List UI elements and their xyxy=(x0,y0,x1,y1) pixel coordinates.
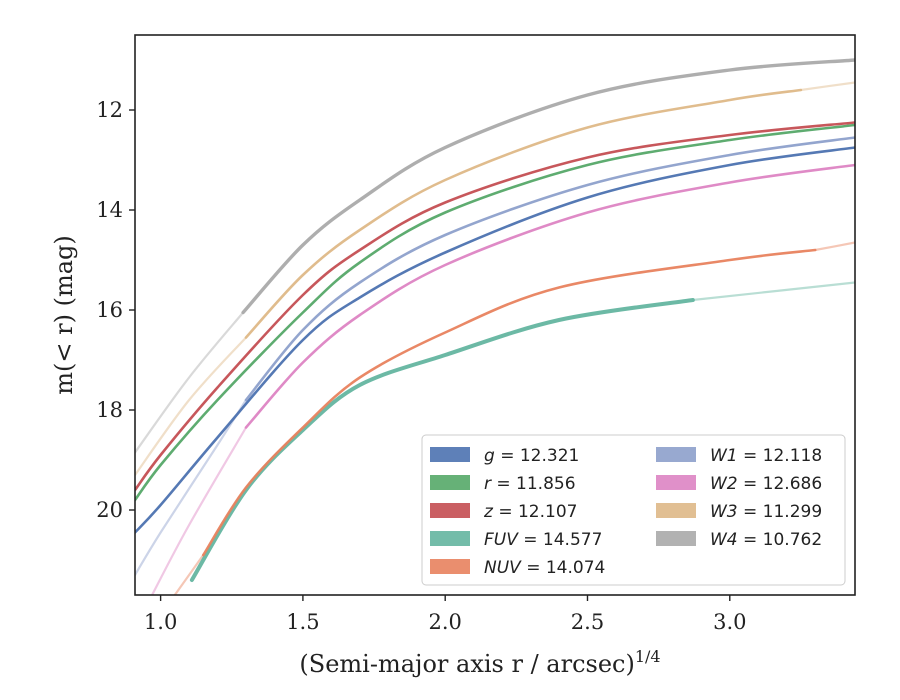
series-nuv-faint-line-1 xyxy=(814,241,855,252)
series-g-line xyxy=(135,146,855,534)
legend-swatch-nuv xyxy=(430,559,470,574)
series-w2-line xyxy=(244,163,855,429)
series-z-line xyxy=(135,121,855,492)
x-tick-label-2: 2.0 xyxy=(428,610,461,634)
x-axis: 1.0 1.5 2.0 2.5 3.0 xyxy=(144,595,746,634)
x-tick-label-4: 3.0 xyxy=(713,610,746,634)
legend-label-fuv: FUV = 14.577 xyxy=(484,530,602,550)
series-fuv-line xyxy=(189,298,695,582)
legend-swatch-z xyxy=(430,503,470,518)
y-axis: 12 14 16 18 20 xyxy=(96,98,135,522)
x-axis-label-exponent: 1/4 xyxy=(635,647,661,666)
y-tick-label-3: 18 xyxy=(96,398,123,422)
legend-label-w1: W1 = 12.118 xyxy=(710,446,822,466)
x-axis-label-text: (Semi-major axis r / arcsec) xyxy=(299,650,634,678)
y-axis-label: m(< r) (mag) xyxy=(50,235,78,394)
series-w4-line xyxy=(241,58,855,315)
legend-label-w3: W3 = 11.299 xyxy=(710,502,822,522)
legend-label-g: g = 12.321 xyxy=(484,446,579,466)
series-nuv-faint-line-0 xyxy=(173,553,205,595)
series-r-line xyxy=(135,123,855,502)
legend-label-z: z = 12.107 xyxy=(483,502,577,522)
y-tick-label-1: 14 xyxy=(96,198,123,222)
y-tick-label-4: 20 xyxy=(96,498,123,522)
y-tick-label-2: 16 xyxy=(96,298,123,322)
x-tick-label-0: 1.0 xyxy=(144,610,177,634)
legend-swatch-fuv xyxy=(430,531,470,546)
x-tick-label-1: 1.5 xyxy=(286,610,319,634)
legend-swatch-g xyxy=(430,447,470,462)
legend-box xyxy=(421,434,846,586)
series-w3-faint-line-1 xyxy=(799,81,855,92)
legend-label-r: r = 11.856 xyxy=(484,474,576,494)
legend-swatch-w2 xyxy=(656,475,696,490)
x-tick-label-3: 2.5 xyxy=(571,610,604,634)
legend-swatch-w4 xyxy=(656,531,696,546)
series-w4-faint-line-0 xyxy=(135,311,245,454)
series-w1-line xyxy=(244,136,855,402)
series-w3-faint-line-0 xyxy=(135,336,248,477)
y-tick-label-0: 12 xyxy=(96,98,123,122)
legend-swatch-w3 xyxy=(656,503,696,518)
plot-frame xyxy=(134,34,856,596)
series-w3-line xyxy=(244,88,803,339)
series-fuv-faint-line-0 xyxy=(691,281,855,302)
legend-swatch-w1 xyxy=(656,447,696,462)
legend-label-w4: W4 = 10.762 xyxy=(710,530,822,550)
legend-label-w2: W2 = 12.686 xyxy=(710,474,822,494)
x-axis-label: (Semi-major axis r / arcsec)1/4 xyxy=(299,647,660,678)
legend-label-nuv: NUV = 14.074 xyxy=(484,558,605,578)
legend-swatch-r xyxy=(430,475,470,490)
series-layer xyxy=(135,58,855,595)
legend: g = 12.321 r = 11.856 z = 12.107 FUV = 14.5… xyxy=(421,434,846,586)
series-w2-faint-line-0 xyxy=(151,426,248,595)
series-w1-faint-line-0 xyxy=(135,398,248,577)
series-nuv-line xyxy=(202,248,817,557)
